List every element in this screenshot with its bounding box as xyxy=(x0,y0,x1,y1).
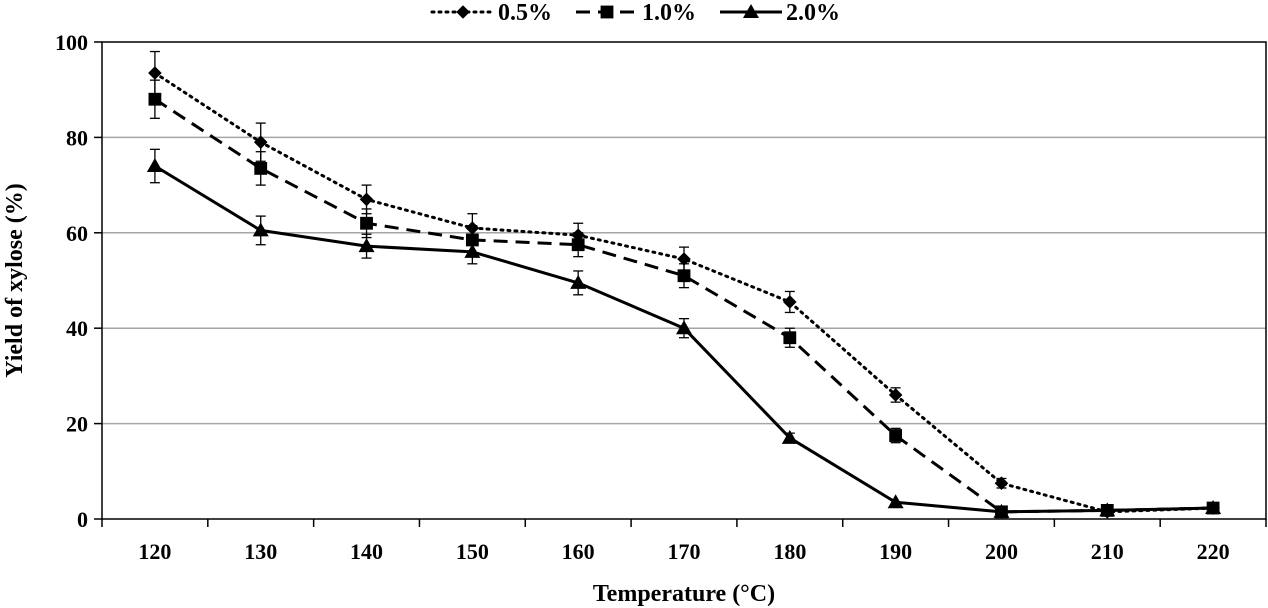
y-tick-label: 40 xyxy=(66,316,88,341)
x-axis: 120 130 140 150 160 170 180 190 200 210 220 xyxy=(101,519,1267,564)
y-tick-label: 80 xyxy=(66,125,88,150)
data-point xyxy=(889,429,903,442)
x-tick-label: 130 xyxy=(244,539,277,564)
gridlines xyxy=(102,136,1266,425)
data-point xyxy=(677,252,691,266)
x-tick-label: 200 xyxy=(985,539,1018,564)
plot-frame xyxy=(101,41,1267,520)
data-point xyxy=(887,494,904,509)
data-point xyxy=(783,295,797,309)
y-tick-label: 100 xyxy=(55,30,88,55)
data-point xyxy=(146,158,163,173)
x-tick-label: 190 xyxy=(879,539,912,564)
data-point xyxy=(148,92,162,106)
legend-marker xyxy=(456,5,470,19)
x-tick-label: 210 xyxy=(1091,539,1124,564)
legend-item-1.0%: 1.0% xyxy=(576,0,696,26)
x-tick-label: 140 xyxy=(350,539,383,564)
x-tick-label: 170 xyxy=(668,539,701,564)
legend-label: 1.0% xyxy=(642,0,696,26)
legend-marker xyxy=(743,4,759,18)
series-2.0% xyxy=(146,148,1222,518)
data-point xyxy=(254,162,268,175)
legend-item-0.5%: 0.5% xyxy=(430,0,552,26)
data-point xyxy=(148,66,162,80)
data-point xyxy=(570,274,587,289)
data-point xyxy=(781,429,798,444)
data-point xyxy=(359,192,374,207)
data-point xyxy=(994,476,1009,491)
y-tick-label: 0 xyxy=(77,507,88,532)
data-point xyxy=(464,243,481,258)
x-tick-label: 120 xyxy=(138,539,171,564)
legend-label: 0.5% xyxy=(498,0,552,26)
x-axis-title: Temperature (°C) xyxy=(593,581,775,607)
data-point xyxy=(253,135,268,149)
data-point xyxy=(252,222,269,237)
data-point xyxy=(358,238,375,253)
data-point xyxy=(993,503,1010,518)
x-tick-label: 180 xyxy=(773,539,806,564)
data-point xyxy=(888,388,903,402)
series-line xyxy=(153,71,1215,514)
data-point xyxy=(677,269,691,283)
data-point xyxy=(1205,500,1222,515)
series-line xyxy=(154,97,1214,514)
legend-label: 2.0% xyxy=(786,0,840,26)
series-1.0% xyxy=(148,79,1220,519)
y-axis: 0 20 40 60 80 100 xyxy=(55,30,102,532)
y-tick-label: 60 xyxy=(66,221,88,246)
legend-marker xyxy=(600,5,614,19)
legend: 0.5% 1.0% 2.0% xyxy=(430,0,840,26)
y-axis-title: Yield of xylose (%) xyxy=(2,183,28,377)
data-point xyxy=(676,320,692,335)
data-point xyxy=(783,331,797,345)
legend-item-2.0%: 2.0% xyxy=(720,0,840,26)
y-tick-label: 20 xyxy=(66,412,88,437)
series-group xyxy=(146,50,1222,519)
x-tick-label: 220 xyxy=(1197,539,1230,564)
data-point xyxy=(571,238,585,252)
series-line xyxy=(154,164,1214,514)
data-point xyxy=(360,216,373,230)
data-point xyxy=(1099,502,1116,517)
x-tick-label: 160 xyxy=(562,539,595,564)
x-tick-label: 150 xyxy=(456,539,489,564)
